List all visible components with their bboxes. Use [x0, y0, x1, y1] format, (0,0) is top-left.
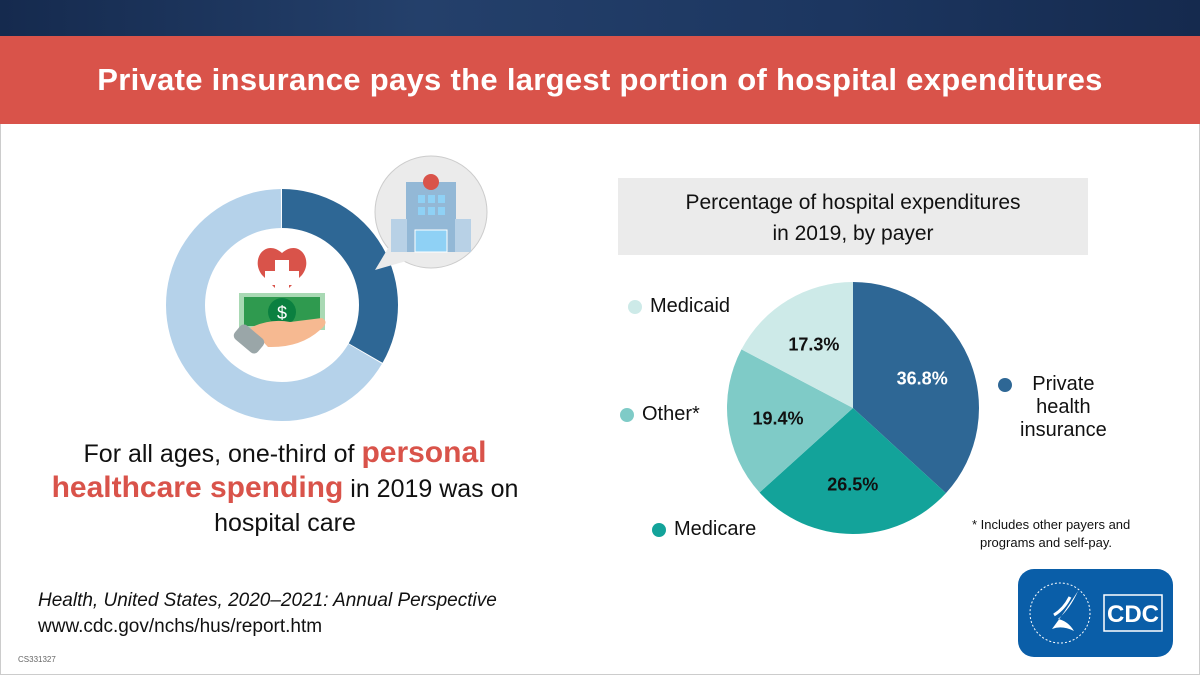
- svg-text:$: $: [277, 303, 287, 323]
- pie-data-label: 17.3%: [788, 334, 839, 354]
- source-citation: Health, United States, 2020–2021: Annual…: [38, 588, 497, 640]
- cdc-hhs-logo: CDC: [1018, 569, 1173, 657]
- caption-text-end: in 2019 was on hospital care: [214, 475, 519, 537]
- footnote-line-2: programs and self-pay.: [980, 535, 1112, 550]
- hospital-share-donut: $: [166, 155, 488, 422]
- pie-slice-medicaid: [741, 282, 853, 408]
- legend-line: Private: [1032, 373, 1095, 395]
- hhs-eagle-icon: CDC: [1029, 582, 1163, 644]
- legend-line: health: [1036, 396, 1091, 418]
- caption-text: For all ages, one-third of: [83, 440, 362, 468]
- legend-dot: [652, 523, 666, 537]
- pie-data-label: 19.4%: [752, 408, 803, 428]
- headline: Private insurance pays the largest porti…: [97, 62, 1103, 97]
- legend-label: Medicaid: [650, 295, 731, 317]
- hospital-speech-bubble-icon: [374, 155, 488, 270]
- legend-label: Medicare: [674, 518, 757, 540]
- document-code: CS331327: [18, 655, 56, 664]
- pie-slice-other: [727, 349, 853, 493]
- legend-medicaid: Medicaid: [628, 295, 730, 318]
- legend-dot: [998, 378, 1012, 392]
- footnote: * Includes other payers and programs and…: [972, 516, 1130, 552]
- legend-label: Private health insurance: [1020, 373, 1107, 442]
- pie-slice-medicare: [759, 408, 946, 534]
- caption: For all ages, one-third of personal heal…: [40, 436, 530, 540]
- top-bar: [0, 0, 1200, 36]
- legend-medicare: Medicare: [652, 518, 756, 541]
- money-in-hand-icon: $: [233, 293, 326, 354]
- footnote-line-1: * Includes other payers and: [972, 517, 1131, 532]
- cdc-logo-text: CDC: [1107, 601, 1159, 628]
- pie-data-label: 36.8%: [897, 369, 948, 389]
- donut-other-segment: [166, 189, 382, 422]
- caption-highlight: personal healthcare spending: [51, 436, 487, 504]
- chart-title-line-2: in 2019, by payer: [772, 222, 934, 245]
- legend-dot: [620, 408, 634, 422]
- headline-banner: Private insurance pays the largest porti…: [0, 36, 1200, 124]
- source-title: Health, United States, 2020–2021: Annual…: [38, 590, 497, 611]
- source-url[interactable]: www.cdc.gov/nchs/hus/report.htm: [38, 616, 323, 637]
- pie-slice-private-health-insurance: [853, 282, 979, 494]
- heart-cross-icon: [257, 247, 307, 296]
- legend-other: Other*: [620, 403, 700, 426]
- chart-title: Percentage of hospital expenditures in 2…: [618, 178, 1088, 255]
- legend-label: Other*: [642, 403, 700, 425]
- legend-private: Private health insurance: [998, 373, 1107, 442]
- legend-line: insurance: [1020, 419, 1107, 441]
- payer-pie-chart: 36.8% 26.5% 19.4% 17.3%: [727, 282, 979, 534]
- chart-title-line-1: Percentage of hospital expenditures: [685, 191, 1021, 214]
- pie-data-label: 26.5%: [827, 475, 878, 495]
- legend-dot: [628, 300, 642, 314]
- donut-hospital-segment: [282, 189, 398, 363]
